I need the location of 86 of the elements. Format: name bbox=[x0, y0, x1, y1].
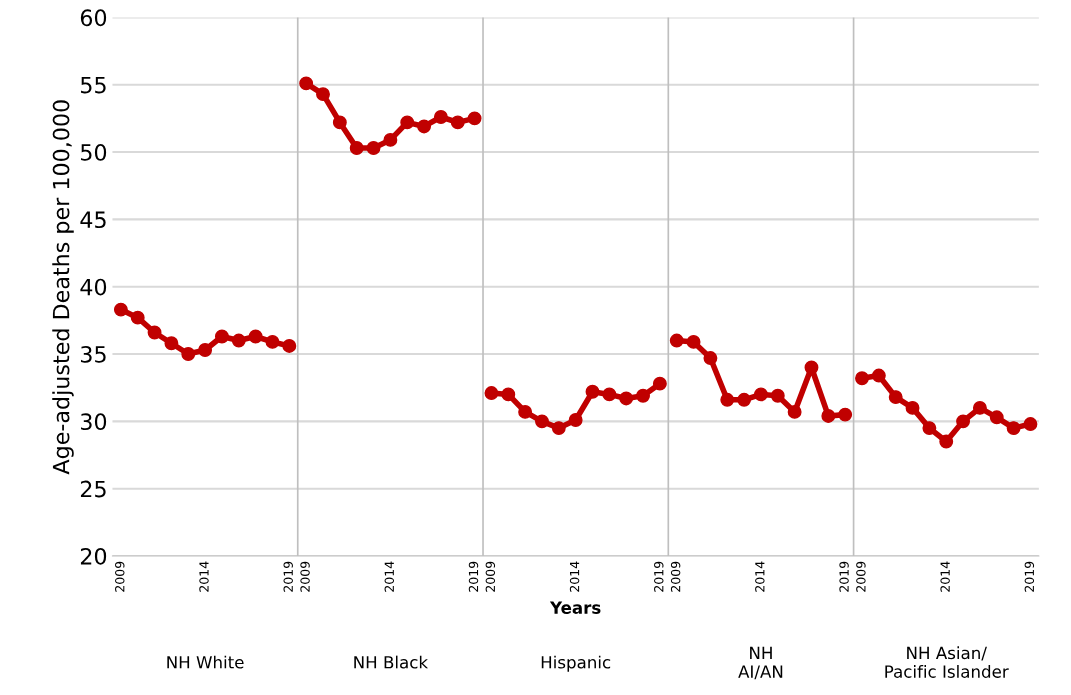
point bbox=[450, 115, 465, 130]
point bbox=[888, 390, 903, 405]
point bbox=[939, 434, 954, 449]
x-tick-label: 2019 bbox=[839, 561, 849, 592]
point bbox=[400, 115, 415, 130]
y-tick-label: 25 bbox=[80, 480, 106, 498]
y-tick-label: 35 bbox=[81, 345, 106, 363]
x-axis-title: Years bbox=[549, 601, 601, 614]
point bbox=[989, 410, 1004, 425]
point bbox=[602, 387, 617, 402]
point bbox=[349, 141, 364, 155]
x-tick-label: 2009 bbox=[115, 561, 125, 592]
x-tick-label: 2014 bbox=[569, 561, 580, 592]
point bbox=[282, 338, 297, 353]
point bbox=[181, 347, 196, 361]
point bbox=[754, 387, 768, 402]
point bbox=[838, 407, 853, 422]
y-tick-label: 50 bbox=[81, 143, 107, 161]
point bbox=[871, 368, 886, 383]
y-tick-label: 55 bbox=[81, 76, 106, 94]
point bbox=[130, 310, 145, 325]
point bbox=[535, 414, 549, 429]
x-tick-label: 2019 bbox=[283, 561, 293, 592]
point bbox=[198, 343, 213, 357]
point bbox=[332, 115, 347, 130]
x-tick-label: 2019 bbox=[468, 561, 479, 592]
x-tick-label: 2014 bbox=[940, 561, 950, 592]
point bbox=[922, 421, 937, 436]
point bbox=[652, 376, 667, 391]
point bbox=[568, 413, 583, 427]
x-tick-label: 2019 bbox=[654, 561, 664, 592]
point bbox=[214, 329, 229, 344]
point bbox=[299, 76, 314, 91]
point bbox=[737, 392, 752, 407]
y-tick-label: 60 bbox=[80, 9, 107, 27]
point bbox=[316, 87, 330, 102]
point bbox=[669, 333, 684, 348]
x-tick-label: 2009 bbox=[485, 561, 496, 592]
point bbox=[383, 132, 398, 147]
y-tick-label: 45 bbox=[80, 211, 106, 229]
point bbox=[905, 400, 920, 415]
point bbox=[1006, 421, 1021, 436]
point bbox=[484, 386, 499, 401]
point bbox=[686, 334, 701, 349]
y-tick-label: 20 bbox=[80, 547, 107, 565]
point bbox=[551, 421, 566, 436]
point bbox=[366, 141, 381, 155]
point bbox=[804, 360, 819, 375]
text: NH Asian/ Pacific Islander bbox=[885, 646, 1009, 678]
point bbox=[821, 409, 836, 423]
text: NH AI/AN bbox=[738, 646, 783, 680]
point bbox=[147, 325, 162, 340]
point bbox=[417, 119, 432, 134]
point bbox=[518, 404, 533, 419]
point bbox=[619, 391, 634, 406]
x-tick-label: 2014 bbox=[755, 561, 765, 592]
point bbox=[636, 388, 650, 403]
point bbox=[770, 388, 785, 403]
x-tick-label: 2014 bbox=[199, 561, 209, 592]
point bbox=[972, 400, 987, 415]
point bbox=[248, 329, 263, 344]
point bbox=[855, 371, 869, 386]
text: NH Black bbox=[354, 655, 429, 669]
point bbox=[703, 351, 718, 366]
point bbox=[787, 404, 802, 419]
point bbox=[113, 302, 128, 317]
point bbox=[1023, 417, 1038, 431]
y-tick-label: 30 bbox=[81, 413, 107, 431]
point bbox=[164, 336, 179, 351]
y-tick-label: 40 bbox=[80, 278, 107, 296]
point bbox=[956, 414, 971, 429]
point bbox=[265, 334, 280, 349]
x-tick-label: 2014 bbox=[384, 561, 395, 592]
point bbox=[231, 333, 246, 348]
text: Hispanic bbox=[541, 655, 611, 672]
point bbox=[501, 387, 516, 402]
x-tick-label: 2019 bbox=[1024, 561, 1035, 592]
y-axis-title: Age-adjusted Deaths per 100,000 bbox=[52, 100, 74, 475]
point bbox=[467, 111, 482, 126]
text: NH White bbox=[167, 655, 244, 669]
point bbox=[585, 384, 600, 399]
x-tick-label: 2009 bbox=[670, 561, 681, 592]
point bbox=[720, 392, 735, 407]
x-tick-label: 2009 bbox=[856, 561, 866, 592]
point bbox=[433, 110, 448, 124]
x-tick-label: 2009 bbox=[300, 561, 310, 592]
